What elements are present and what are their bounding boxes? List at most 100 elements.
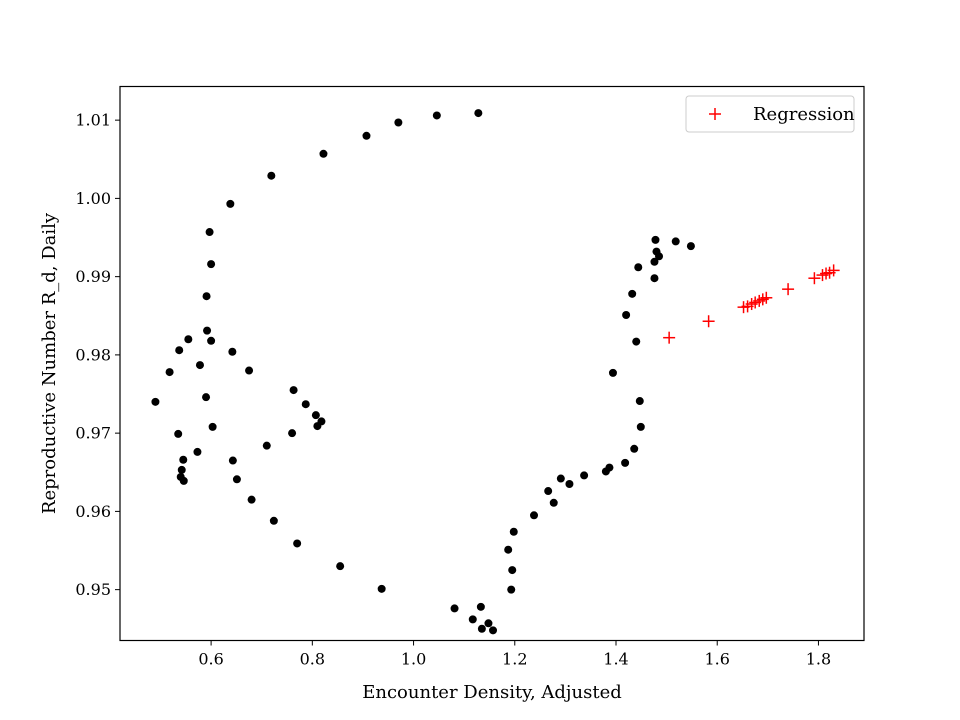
data-point (489, 626, 498, 635)
data-point (622, 310, 631, 319)
data-point (203, 326, 212, 335)
data-point (549, 498, 558, 507)
data-point (507, 585, 516, 594)
data-point (247, 495, 256, 504)
data-point (165, 368, 174, 377)
y-tick-label: 1.01 (75, 111, 111, 130)
y-tick-label: 0.99 (75, 267, 111, 286)
data-point (394, 118, 403, 127)
y-axis-ticks: 0.95 0.96 0.97 0.98 0.99 1.00 1.01 (75, 111, 120, 599)
data-point (565, 480, 574, 489)
legend: Regression (685, 95, 855, 133)
regression-point (827, 264, 840, 277)
plot-frame (119, 85, 865, 642)
data-point (174, 429, 183, 438)
data-point (362, 131, 371, 140)
y-tick-label: 0.95 (75, 580, 111, 599)
data-point (650, 274, 659, 283)
legend-label-regression: Regression (753, 104, 855, 125)
data-point (177, 465, 186, 474)
data-point (530, 511, 539, 520)
data-point (293, 539, 302, 548)
data-point (336, 562, 345, 571)
data-point (202, 393, 211, 402)
plot-marks (151, 109, 840, 635)
data-point (205, 228, 214, 237)
x-tick-label: 0.6 (198, 650, 223, 669)
data-point (195, 361, 204, 370)
data-point (504, 545, 513, 554)
y-tick-label: 0.97 (75, 424, 111, 443)
data-point (608, 368, 617, 377)
regression-point (663, 331, 676, 344)
data-point (686, 242, 695, 251)
y-tick-label: 0.98 (75, 345, 111, 364)
x-tick-label: 0.8 (300, 650, 325, 669)
data-point (630, 444, 639, 453)
data-point (269, 516, 278, 525)
data-point (508, 566, 517, 575)
data-point (650, 257, 659, 266)
data-point (468, 615, 477, 624)
data-point (202, 292, 211, 301)
data-point (193, 447, 202, 456)
data-point (671, 237, 680, 246)
legend-box (685, 95, 855, 133)
data-point (509, 527, 518, 536)
data-point (232, 475, 241, 484)
data-point (175, 346, 184, 355)
x-tick-label: 1.0 (401, 650, 426, 669)
y-axis-label: Reproductive Number R_d, Daily (39, 212, 60, 514)
data-point (432, 111, 441, 120)
data-point (635, 397, 644, 406)
data-point (179, 455, 188, 464)
data-point (651, 235, 660, 244)
data-point (655, 252, 664, 261)
data-point (636, 422, 645, 431)
data-point (634, 263, 643, 272)
x-tick-label: 1.8 (806, 650, 831, 669)
data-point (289, 386, 298, 395)
x-tick-label: 1.4 (603, 650, 628, 669)
data-point (228, 347, 237, 356)
data-point (151, 397, 160, 406)
data-point (311, 411, 320, 420)
data-point (556, 474, 565, 483)
data-point (262, 441, 271, 450)
x-tick-label: 1.6 (704, 650, 729, 669)
data-point (621, 458, 630, 467)
legend-plus-marker (709, 108, 721, 120)
data-point (484, 619, 493, 628)
data-point (207, 336, 216, 345)
data-point (245, 366, 254, 375)
y-tick-label: 0.96 (75, 502, 111, 521)
data-point (628, 289, 637, 298)
data-point (301, 400, 310, 409)
regression-point (702, 315, 715, 328)
data-point (477, 624, 486, 633)
data-point (179, 476, 188, 485)
x-axis-label: Encounter Density, Adjusted (362, 682, 622, 703)
data-point (580, 471, 589, 480)
data-point (207, 260, 216, 269)
data-point (476, 602, 485, 611)
regression-point (760, 291, 773, 304)
data-point (605, 463, 614, 472)
data-point (184, 335, 193, 344)
x-tick-label: 1.2 (502, 650, 527, 669)
data-point (632, 337, 641, 346)
data-point (267, 171, 276, 180)
data-point (319, 149, 328, 158)
regression-point (808, 272, 821, 285)
data-point (317, 417, 326, 426)
data-point (544, 487, 553, 496)
data-point (226, 199, 235, 208)
data-point (474, 109, 483, 118)
data-point (228, 456, 237, 465)
regression-point (782, 283, 795, 296)
data-point (450, 604, 459, 613)
data-point (208, 422, 217, 431)
x-axis-ticks: 0.6 0.8 1.0 1.2 1.4 1.6 1.8 (198, 640, 831, 669)
y-tick-label: 1.00 (75, 189, 111, 208)
